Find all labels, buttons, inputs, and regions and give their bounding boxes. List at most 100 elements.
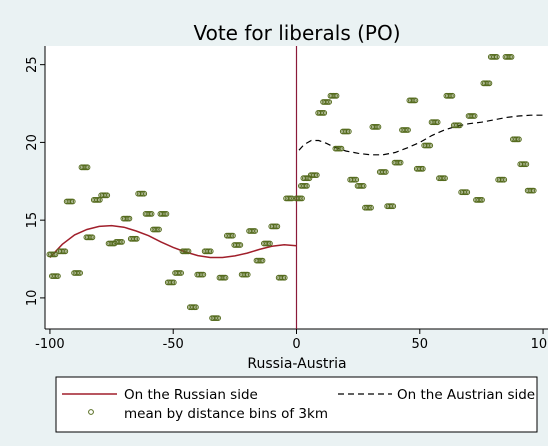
- data-point-marker: [405, 127, 411, 133]
- data-point: [231, 242, 244, 248]
- data-point-marker: [382, 169, 389, 175]
- data-point: [332, 145, 345, 152]
- data-point: [246, 228, 259, 234]
- data-point: [293, 195, 305, 202]
- data-point: [369, 124, 382, 130]
- data-point: [406, 97, 419, 104]
- data-point-marker: [471, 113, 478, 119]
- data-point-marker: [375, 124, 382, 130]
- legend-russian-label: On the Russian side: [124, 387, 258, 403]
- data-point: [354, 183, 367, 189]
- data-point-marker: [193, 304, 199, 311]
- data-point: [517, 161, 530, 168]
- data-point: [83, 234, 96, 241]
- data-point: [71, 270, 83, 276]
- data-point: [465, 113, 478, 119]
- data-point-marker: [530, 187, 537, 194]
- data-point: [135, 190, 148, 197]
- data-point: [510, 136, 522, 143]
- data-point: [443, 92, 456, 99]
- data-point-marker: [486, 80, 493, 87]
- data-point-marker: [299, 195, 305, 202]
- data-point: [98, 192, 111, 199]
- data-point: [458, 189, 471, 196]
- data-point: [120, 215, 133, 222]
- data-point-marker: [215, 315, 222, 322]
- austrian-side-fit-line: [298, 114, 544, 156]
- data-point-marker: [281, 274, 288, 281]
- data-point: [157, 211, 170, 217]
- data-point-marker: [412, 97, 419, 104]
- data-point-marker: [126, 215, 133, 222]
- data-point: [413, 165, 426, 172]
- data-point: [209, 315, 222, 322]
- legend-austrian-label: On the Austrian side: [397, 387, 535, 403]
- data-point-marker: [306, 175, 313, 182]
- russian-side-fit-line: [49, 224, 297, 259]
- data-point: [283, 195, 296, 202]
- data-point: [142, 211, 155, 217]
- data-point: [127, 235, 140, 242]
- data-point: [46, 251, 59, 258]
- data-point: [49, 273, 61, 280]
- data-point-marker: [390, 203, 397, 210]
- data-point-marker: [185, 248, 192, 255]
- data-point-marker: [338, 145, 345, 152]
- data-point: [275, 274, 288, 281]
- data-point-marker: [148, 211, 155, 217]
- data-point: [172, 270, 185, 276]
- x-tick-label: 100: [531, 337, 548, 352]
- data-point-marker: [434, 119, 441, 126]
- data-point: [63, 198, 76, 205]
- data-point: [315, 110, 328, 116]
- data-point-marker: [523, 161, 530, 168]
- data-point: [524, 187, 537, 194]
- data-markers: [46, 54, 537, 322]
- data-point-marker: [345, 128, 352, 135]
- data-point-marker: [464, 189, 471, 196]
- x-tick-label: 50: [412, 337, 429, 352]
- data-point-marker: [163, 211, 170, 217]
- data-point-marker: [397, 159, 404, 166]
- data-point-marker: [326, 99, 333, 105]
- data-point-marker: [493, 54, 500, 60]
- data-point: [399, 127, 411, 133]
- data-point: [78, 164, 91, 171]
- data-point: [347, 176, 360, 183]
- data-point: [436, 175, 448, 182]
- data-point: [179, 248, 192, 255]
- chart-title: Vote for liberals (PO): [193, 21, 400, 45]
- data-point-marker: [419, 165, 426, 172]
- data-point: [216, 274, 229, 281]
- data-point-marker: [360, 183, 367, 189]
- data-point: [261, 240, 273, 247]
- data-point-marker: [104, 192, 111, 199]
- data-point: [187, 304, 199, 311]
- data-point: [194, 271, 207, 278]
- data-point-marker: [304, 183, 310, 189]
- data-point-marker: [170, 279, 177, 286]
- data-point-marker: [84, 164, 91, 171]
- data-point-marker: [267, 240, 273, 247]
- data-point-marker: [141, 190, 148, 197]
- data-point: [327, 92, 340, 99]
- data-point: [421, 142, 434, 149]
- data-point: [480, 80, 493, 87]
- data-point: [320, 99, 333, 105]
- data-point: [150, 226, 162, 233]
- data-point: [487, 54, 500, 60]
- data-point-marker: [368, 204, 374, 211]
- legend-marker-symbol: [88, 409, 94, 415]
- series-lines: [49, 114, 544, 259]
- data-point-marker: [333, 92, 340, 99]
- data-point-marker: [55, 273, 61, 280]
- legend-box: [55, 376, 538, 433]
- data-point-marker: [230, 232, 236, 239]
- data-point-marker: [353, 176, 360, 183]
- legend: On the Russian side On the Austrian side…: [55, 376, 538, 433]
- data-point-marker: [442, 175, 448, 182]
- data-point: [391, 159, 404, 166]
- data-point-marker: [77, 270, 83, 276]
- y-axis: 10 15 20 25: [25, 46, 46, 329]
- data-point: [253, 257, 266, 264]
